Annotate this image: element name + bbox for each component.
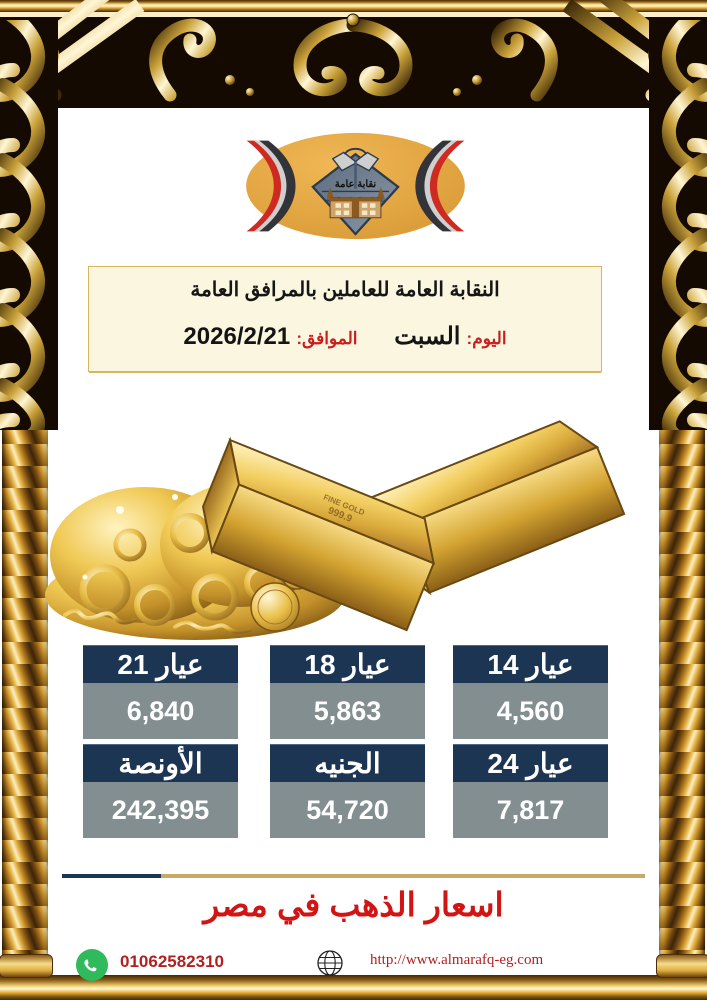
svg-text:نقابة عامة: نقابة عامة	[335, 179, 377, 190]
